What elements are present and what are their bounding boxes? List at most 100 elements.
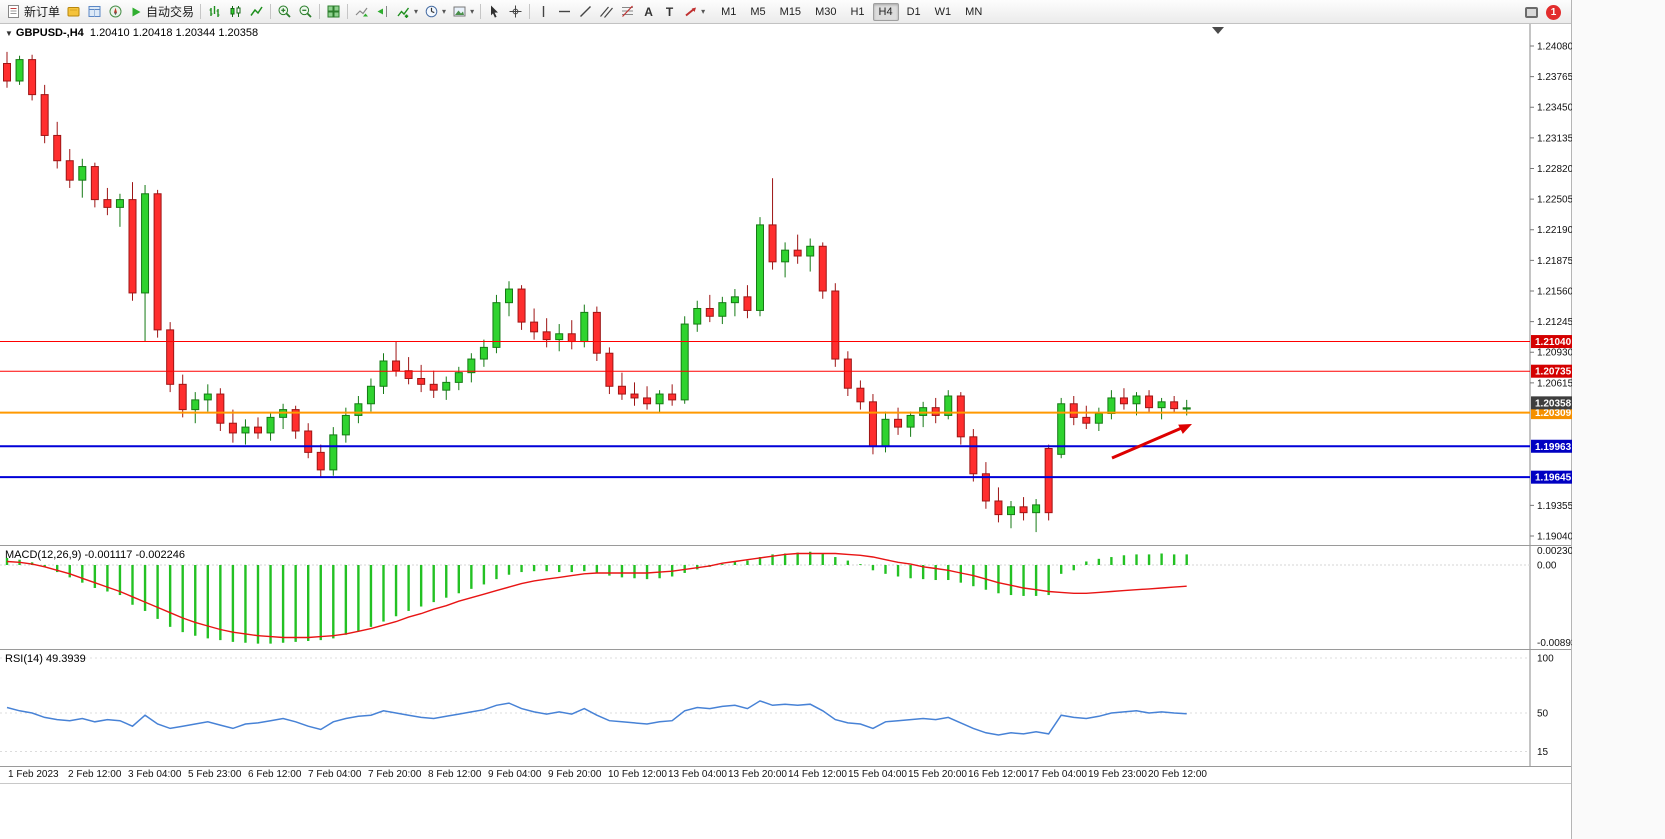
timeframe-m15[interactable]: M15 [779, 5, 802, 18]
candle [254, 426, 262, 434]
candle [366, 385, 375, 405]
navigator-icon [109, 5, 122, 18]
price-tick-label: 1.22820 [1537, 164, 1572, 175]
panel-icon[interactable] [1525, 6, 1538, 18]
market-watch-button[interactable] [84, 2, 105, 22]
chevron-down-icon: ▾ [470, 6, 475, 16]
candle [1132, 395, 1141, 405]
chart-title: ▼ GBPUSD-,H4 1.20410 1.20418 1.20344 1.20… [5, 27, 258, 39]
rsi-pane[interactable]: RSI(14) 49.3939 100 50 15 [0, 649, 1572, 767]
macd-chart[interactable]: 0.002308 0.00 -0.008939 [0, 546, 1572, 650]
timeframe-w1[interactable]: W1 [934, 5, 952, 18]
candle [919, 407, 928, 416]
candle [743, 296, 752, 311]
rsi-scale-label: 100 [1537, 654, 1554, 665]
horizontal-line-tool[interactable] [554, 2, 575, 22]
channel-tool[interactable] [596, 2, 617, 22]
candle [479, 346, 488, 360]
new-order-button[interactable]: 新订单 [3, 2, 63, 22]
timeframe-m1[interactable]: M1 [721, 5, 737, 18]
candle [756, 224, 764, 311]
line-chart-button[interactable] [246, 2, 267, 22]
auto-scroll-button[interactable] [351, 2, 372, 22]
candlestick-chart-icon [230, 6, 241, 17]
rsi-chart[interactable]: 100 50 15 [0, 650, 1572, 767]
horizontal-line-icon [559, 10, 571, 13]
arrow-tool-icon [685, 7, 697, 17]
date-axis[interactable]: 1 Feb 2023 2 Feb 12:00 3 Feb 04:00 5 Feb 23… [0, 766, 1571, 784]
timeframe-h1[interactable]: H1 [850, 5, 865, 18]
candle [291, 409, 300, 432]
main-chart-pane[interactable]: ▼ GBPUSD-,H4 1.20410 1.20418 1.20344 1.20… [0, 24, 1572, 545]
candle [906, 414, 915, 428]
price-tick-label: 1.23450 [1537, 103, 1572, 114]
autotrading-button[interactable]: 自动交易 [126, 2, 197, 22]
timeframe-h4[interactable]: H4 [872, 2, 899, 21]
clock-icon [425, 5, 438, 18]
zoom-in-button[interactable] [274, 2, 295, 22]
timeframe-m30[interactable]: M30 [815, 5, 837, 18]
candlestick-chart-button[interactable] [225, 2, 246, 22]
navigator-button[interactable] [105, 2, 126, 22]
macd-scale-label: -0.008939 [1537, 638, 1572, 649]
notification-badge[interactable]: 1 [1546, 4, 1561, 20]
periods-button[interactable]: ▾ [421, 2, 449, 22]
macd-main-value: -0.001117 [84, 549, 133, 561]
cursor-button[interactable] [484, 2, 505, 22]
level-badge [1531, 406, 1572, 420]
candlestick-chart[interactable]: 1.24080 1.23765 1.23450 1.23135 1.22820 1.225… [0, 24, 1572, 545]
candle [693, 307, 702, 325]
price-tick-label: 1.19040 [1537, 531, 1572, 542]
candle [1007, 506, 1015, 516]
candle [1057, 403, 1066, 455]
bar-chart-button[interactable] [204, 2, 225, 22]
candle [53, 134, 62, 162]
trendline-tool[interactable] [575, 2, 596, 22]
candle [868, 401, 877, 448]
arrows-tool[interactable]: ▾ [680, 2, 708, 22]
current-price-label: 1.20358 [1535, 398, 1572, 409]
date-label: 8 Feb 12:00 [428, 769, 482, 780]
candle [90, 166, 99, 201]
shift-marker-icon[interactable] [1212, 27, 1224, 34]
candle [768, 224, 777, 263]
label-tool[interactable]: T [659, 2, 680, 22]
crosshair-button[interactable] [505, 2, 526, 22]
timeframe-m5[interactable]: M5 [750, 5, 766, 18]
candle [806, 245, 815, 257]
candle [542, 331, 551, 341]
level-badge-label: 1.19963 [1535, 442, 1572, 453]
templates-button[interactable]: ▾ [449, 2, 477, 22]
candle [718, 302, 727, 317]
indicators-button[interactable]: ▾ [393, 2, 421, 22]
collapse-icon[interactable]: ▼ [5, 29, 13, 38]
candle [730, 296, 739, 304]
zoom-out-button[interactable] [295, 2, 316, 22]
metaeditor-button[interactable] [63, 2, 84, 22]
macd-name: MACD(12,26,9) [5, 549, 82, 561]
candle [944, 395, 953, 416]
text-tool[interactable]: A [638, 2, 659, 22]
vertical-line-tool[interactable] [533, 2, 554, 22]
trend-arrow-line[interactable] [1111, 425, 1185, 460]
date-label: 15 Feb 20:00 [908, 769, 967, 780]
candle [1019, 506, 1028, 514]
timeframe-mn[interactable]: MN [965, 5, 983, 18]
rsi-label: RSI(14) 49.3939 [5, 653, 86, 665]
fibonacci-tool[interactable] [617, 2, 638, 22]
candle [843, 358, 852, 389]
candle [1107, 397, 1116, 414]
price-tick-label: 1.23765 [1537, 72, 1572, 83]
candle [429, 383, 438, 391]
macd-pane[interactable]: MACD(12,26,9) -0.001117 -0.002246 0.0023… [0, 545, 1572, 650]
tile-windows-button[interactable] [323, 2, 344, 22]
candle [65, 160, 74, 181]
trend-arrow-head[interactable] [1178, 424, 1192, 434]
rsi-line [6, 700, 1187, 736]
chart-shift-button[interactable] [372, 2, 393, 22]
candle [28, 59, 37, 96]
candle [881, 418, 890, 448]
candle [831, 290, 840, 360]
timeframe-d1[interactable]: D1 [906, 5, 921, 18]
macd-signal-line [6, 552, 1187, 639]
